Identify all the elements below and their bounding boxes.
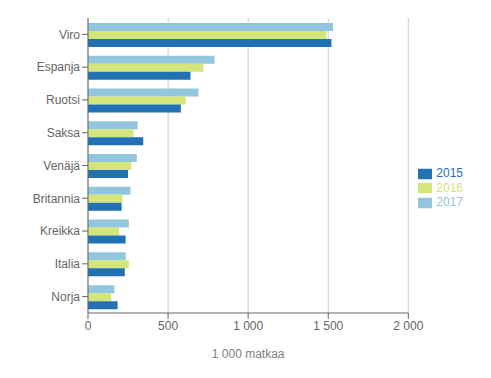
svg-text:1 000: 1 000 (233, 319, 263, 333)
svg-text:500: 500 (158, 319, 178, 333)
html-text:2015: 2015 (436, 165, 463, 180)
svg-text:0: 0 (85, 319, 92, 333)
svg-text:Britannia: Britannia (33, 192, 81, 206)
svg-text:Ruotsi: Ruotsi (46, 93, 80, 107)
svg-text:2 000: 2 000 (393, 319, 423, 333)
svg-text:Viro: Viro (59, 28, 80, 42)
svg-text:Kreikka: Kreikka (40, 224, 80, 238)
svg-text:1 000 matkaa: 1 000 matkaa (212, 347, 285, 361)
html-text:2017: 2017 (436, 195, 463, 210)
svg-text:Saksa: Saksa (47, 126, 81, 140)
svg-text:1 500: 1 500 (313, 319, 343, 333)
svg-text:Venäjä: Venäjä (43, 159, 80, 173)
svg-text:Espanja: Espanja (37, 60, 81, 74)
html-text:2016: 2016 (436, 180, 463, 195)
svg-text:Norja: Norja (51, 290, 80, 304)
svg-text:Italia: Italia (55, 257, 81, 271)
